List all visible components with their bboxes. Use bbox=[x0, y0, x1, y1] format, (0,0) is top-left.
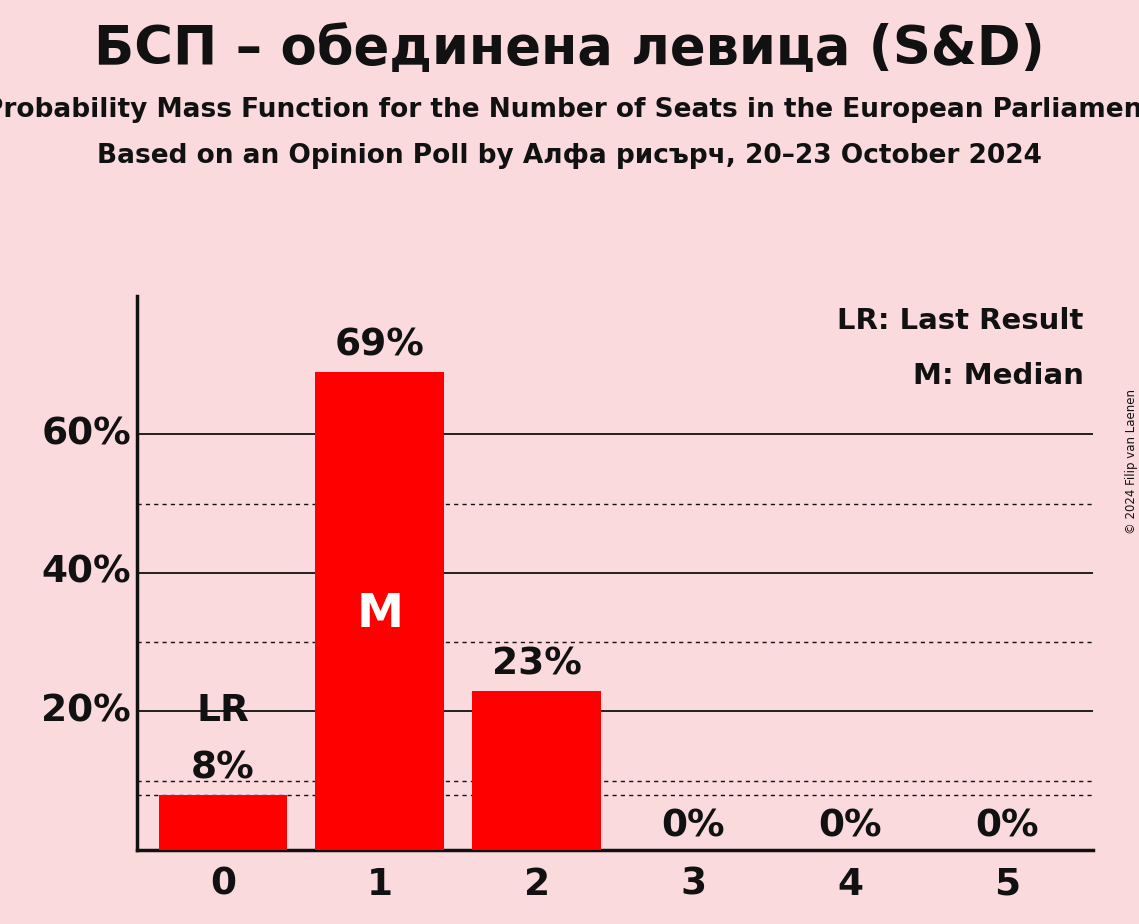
Bar bbox=[158, 795, 287, 850]
Bar bbox=[316, 372, 444, 850]
Text: M: Median: M: Median bbox=[913, 362, 1084, 390]
Text: 60%: 60% bbox=[41, 417, 131, 452]
Text: БСП – обединена левица (S&D): БСП – обединена левица (S&D) bbox=[95, 23, 1044, 75]
Text: LR: LR bbox=[197, 693, 249, 729]
Text: 0%: 0% bbox=[975, 808, 1039, 845]
Text: 0%: 0% bbox=[819, 808, 882, 845]
Bar bbox=[473, 691, 601, 850]
Text: 23%: 23% bbox=[492, 647, 582, 682]
Text: 69%: 69% bbox=[335, 328, 425, 364]
Text: Based on an Opinion Poll by Алфа рисърч, 20–23 October 2024: Based on an Opinion Poll by Алфа рисърч,… bbox=[97, 143, 1042, 169]
Text: 8%: 8% bbox=[191, 750, 255, 786]
Text: M: M bbox=[357, 592, 403, 637]
Text: 20%: 20% bbox=[41, 694, 131, 729]
Text: 40%: 40% bbox=[41, 555, 131, 590]
Text: 0%: 0% bbox=[662, 808, 726, 845]
Text: © 2024 Filip van Laenen: © 2024 Filip van Laenen bbox=[1124, 390, 1138, 534]
Text: Probability Mass Function for the Number of Seats in the European Parliament: Probability Mass Function for the Number… bbox=[0, 97, 1139, 123]
Text: LR: Last Result: LR: Last Result bbox=[837, 307, 1084, 334]
